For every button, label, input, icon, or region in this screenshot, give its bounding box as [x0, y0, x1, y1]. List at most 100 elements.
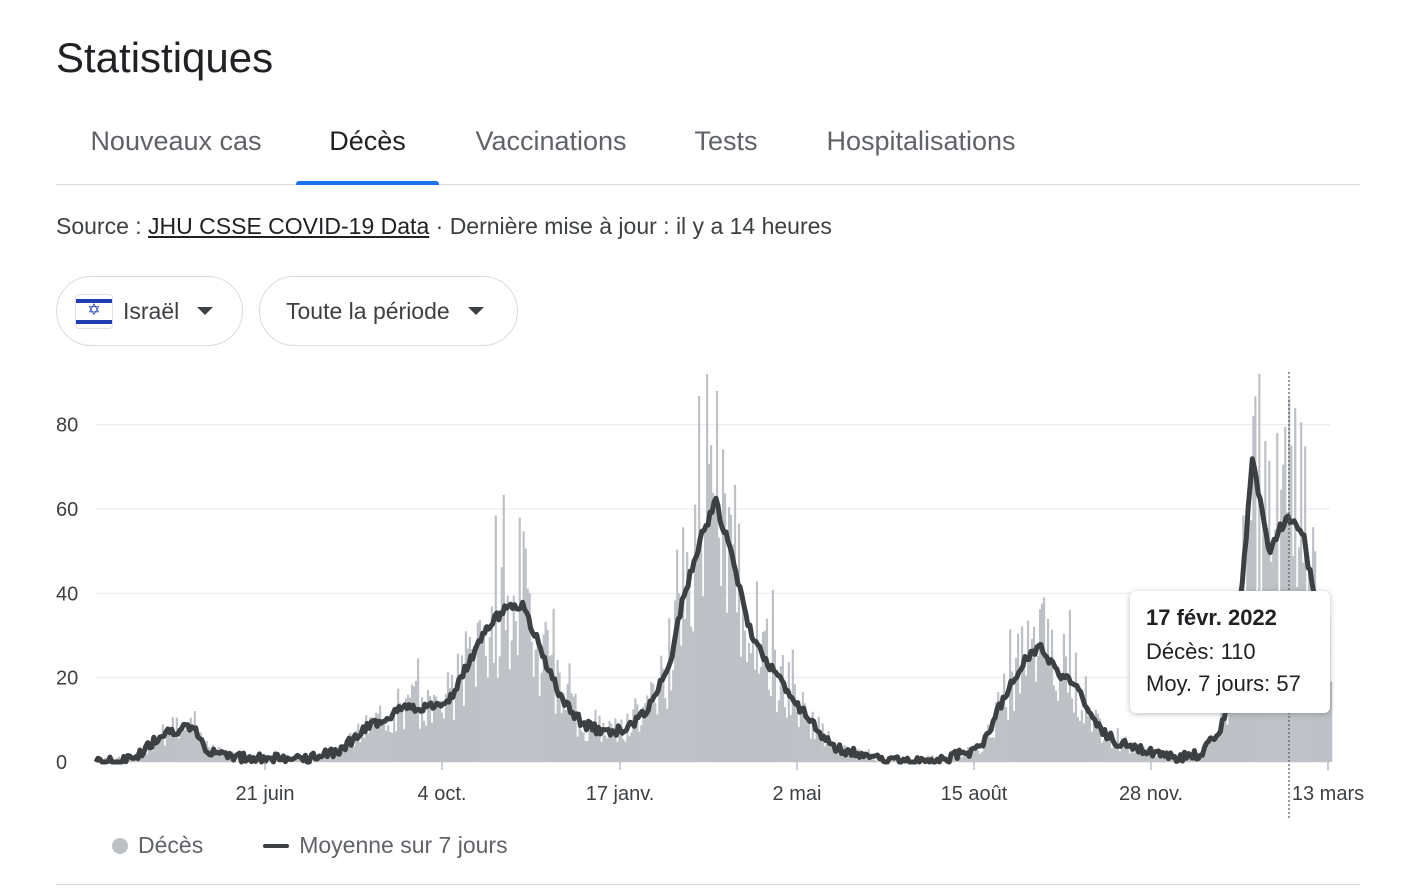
death-bar: [777, 700, 780, 762]
death-bar: [149, 748, 153, 762]
death-bar: [367, 733, 370, 762]
death-bar: [827, 730, 830, 762]
death-bar: [987, 724, 990, 762]
death-bar: [1017, 633, 1020, 762]
death-bar: [636, 704, 639, 762]
death-bar: [973, 745, 976, 762]
death-bar: [319, 757, 322, 762]
death-bar: [815, 733, 818, 762]
death-bar: [1120, 738, 1123, 762]
death-bar: [873, 759, 876, 762]
death-bar: [1122, 741, 1125, 762]
death-bar: [704, 527, 707, 762]
death-bar: [835, 750, 838, 762]
death-bar: [325, 756, 328, 762]
death-bar: [1238, 665, 1241, 762]
death-bar: [979, 753, 982, 762]
death-bar: [566, 684, 569, 762]
death-bar: [550, 654, 553, 762]
death-bar: [373, 720, 376, 762]
death-bar: [482, 625, 485, 762]
country-dropdown[interactable]: ✡ Israël: [56, 276, 243, 346]
death-bar: [169, 731, 172, 762]
death-bar: [175, 717, 178, 762]
death-bar: [779, 666, 782, 762]
x-tick-label: 2 mai: [773, 783, 822, 805]
death-bar: [1154, 756, 1157, 762]
death-bar: [831, 748, 834, 762]
death-bar: [436, 706, 440, 762]
source-link[interactable]: JHU CSSE COVID-19 Data: [148, 213, 430, 239]
death-bar: [546, 629, 549, 762]
death-bar: [1046, 619, 1050, 762]
death-bar: [1254, 396, 1257, 762]
death-bar: [399, 702, 402, 762]
death-bar: [985, 734, 988, 762]
israel-flag-icon: ✡: [75, 293, 113, 329]
tab-hospitalisations[interactable]: Hospitalisations: [826, 125, 1016, 156]
death-bar: [165, 733, 168, 762]
death-bar: [472, 645, 475, 762]
death-bar: [1148, 749, 1151, 762]
death-bar: [530, 641, 533, 762]
death-bar: [1048, 658, 1052, 762]
average-line: [93, 456, 1331, 765]
death-bar: [753, 669, 757, 762]
death-bar: [1098, 718, 1101, 762]
death-bar: [596, 725, 599, 762]
death-bar: [1102, 739, 1105, 762]
tab-vaccinations[interactable]: Vaccinations: [475, 125, 627, 156]
death-bar: [167, 733, 170, 762]
death-bar: [456, 653, 460, 762]
death-bar: [486, 677, 489, 762]
period-dropdown[interactable]: Toute la période: [259, 276, 518, 346]
y-tick-label: 40: [56, 583, 78, 605]
death-bar: [1252, 415, 1255, 762]
death-bar: [191, 724, 194, 762]
death-bar: [347, 741, 350, 762]
death-bar: [526, 588, 529, 762]
death-bar: [295, 758, 298, 762]
tab-tests[interactable]: Tests: [694, 125, 758, 156]
tab-deces[interactable]: Décès: [296, 98, 439, 185]
tab-nouveaux-cas[interactable]: Nouveaux cas: [90, 125, 262, 156]
death-bar: [853, 755, 856, 762]
source-line: Source : JHU CSSE COVID-19 Data · Derniè…: [56, 213, 832, 240]
death-bar: [751, 637, 755, 762]
death-bar: [706, 374, 709, 762]
death-bar: [847, 752, 850, 762]
death-bar: [490, 606, 493, 762]
death-bar: [371, 717, 374, 762]
death-bar: [600, 741, 603, 762]
death-bar: [630, 732, 633, 762]
death-bar: [965, 751, 968, 762]
death-bar: [811, 711, 814, 762]
death-bar: [556, 660, 559, 762]
death-bar: [353, 746, 356, 762]
death-bar: [151, 750, 155, 762]
death-bar: [652, 683, 655, 762]
death-bar: [614, 718, 617, 762]
death-bar: [616, 742, 619, 762]
death-bar: [1024, 675, 1028, 762]
death-bar: [1074, 652, 1078, 762]
death-bar: [323, 756, 326, 762]
death-bar: [662, 668, 665, 762]
death-bar: [680, 645, 683, 762]
chart-legend: Décès Moyenne sur 7 jours: [112, 832, 508, 859]
death-bar: [1062, 633, 1066, 762]
death-bar: [642, 706, 645, 762]
death-bar: [620, 719, 623, 762]
death-bar: [1124, 736, 1127, 762]
death-bar: [1144, 751, 1147, 762]
death-bar: [458, 679, 462, 762]
death-bar: [646, 695, 649, 762]
deaths-chart[interactable]: 0 20 40 60 80 21 juin 4 oct. 17 janv. 2 mai 15 ao…: [0, 360, 1416, 820]
death-bar: [1084, 676, 1087, 762]
death-bar: [787, 662, 790, 762]
death-bar: [426, 690, 430, 762]
death-bar: [1070, 698, 1074, 762]
death-bar: [478, 619, 481, 762]
death-bar: [676, 549, 679, 762]
death-bar: [532, 676, 535, 762]
